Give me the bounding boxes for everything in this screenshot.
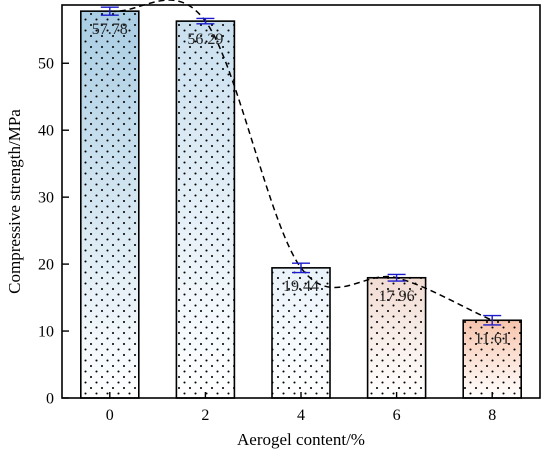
error-bar	[100, 6, 119, 16]
bar-pattern	[176, 21, 235, 398]
axes-group: 0 10 20 30 40 50 0 2 4 6 8	[38, 4, 541, 424]
error-bar	[292, 262, 310, 274]
bars-group	[80, 10, 523, 399]
y-tick-label: 0	[46, 391, 54, 408]
bar-pattern	[272, 267, 330, 398]
x-axis-title: Aerogel content/%	[237, 430, 365, 449]
trend-line-group	[109, 0, 493, 321]
data-label: 57.78	[92, 21, 128, 38]
data-label: 17.96	[379, 288, 415, 305]
data-label: 11.61	[474, 330, 509, 347]
trend-line	[109, 0, 493, 321]
x-tick-label: 8	[488, 407, 496, 424]
error-bar	[483, 314, 502, 326]
data-label: 19.44	[283, 278, 319, 295]
y-axis-title: Compressive strength/MPa	[5, 109, 24, 294]
error-bar	[387, 273, 406, 282]
bar-pattern	[463, 320, 522, 398]
data-labels-group: 57.78 56.29 19.44 17.96 11.61	[92, 21, 510, 347]
bar-pattern	[80, 11, 139, 398]
y-tick-label: 20	[38, 257, 54, 274]
bar-pattern	[367, 277, 426, 398]
y-tick-label: 50	[38, 56, 54, 73]
x-tick-label: 0	[106, 407, 114, 424]
error-bar	[196, 17, 215, 25]
x-tick-label: 6	[393, 407, 401, 424]
error-bars-group	[100, 6, 502, 326]
x-tick-label: 4	[297, 407, 305, 424]
x-tick-label: 2	[201, 407, 209, 424]
y-tick-label: 30	[38, 190, 54, 207]
y-tick-label: 40	[38, 123, 54, 140]
data-label: 56.29	[187, 31, 223, 48]
y-tick-label: 10	[38, 324, 54, 341]
